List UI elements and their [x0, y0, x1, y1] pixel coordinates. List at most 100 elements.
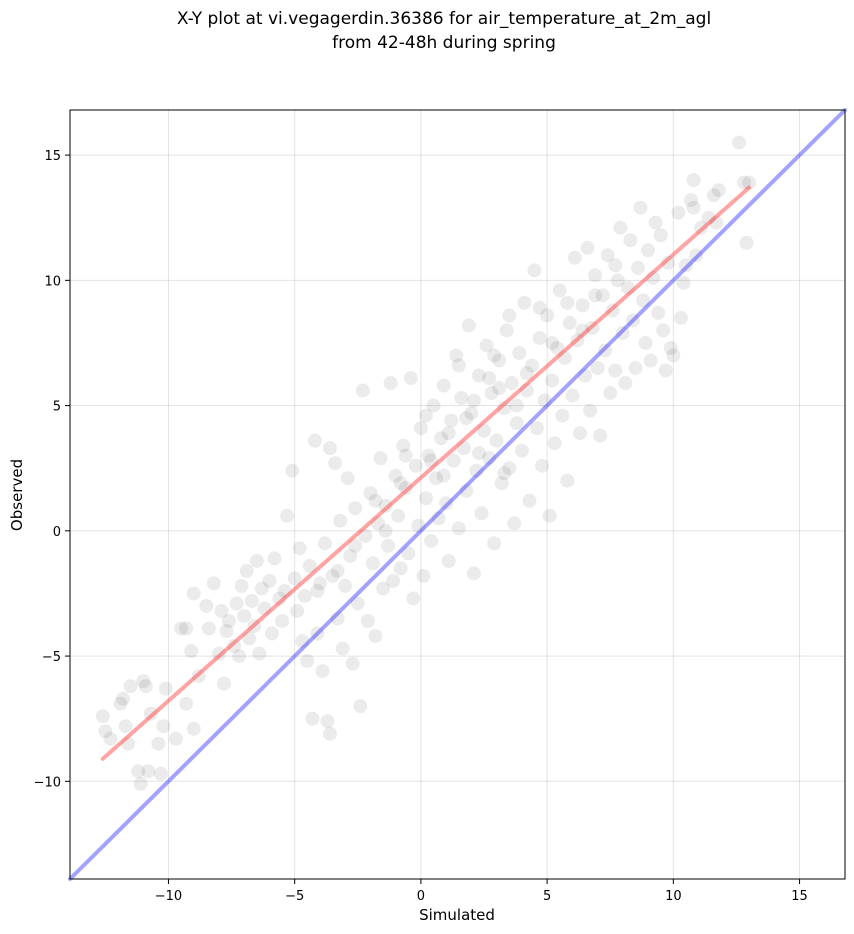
scatter-point: [580, 240, 595, 255]
scatter-point: [222, 613, 237, 628]
scatter-point: [456, 441, 471, 456]
scatter-point: [623, 233, 638, 248]
scatter-point: [118, 719, 133, 734]
scatter-point: [686, 173, 701, 188]
scatter-point: [393, 561, 408, 576]
scatter-point: [461, 318, 476, 333]
scatter-point: [116, 691, 131, 706]
scatter-point: [477, 423, 492, 438]
scatter-point: [575, 323, 590, 338]
scatter-point: [555, 408, 570, 423]
scatter-point: [416, 568, 431, 583]
scatter-point: [229, 596, 244, 611]
scatter-point: [153, 766, 168, 781]
scatter-point: [396, 438, 411, 453]
scatter-point: [335, 641, 350, 656]
scatter-point: [378, 498, 393, 513]
scatter-point: [330, 611, 345, 626]
scatter-point: [608, 258, 623, 273]
scatter-point: [247, 619, 262, 634]
scatter-point: [211, 646, 226, 661]
scatter-point: [499, 323, 514, 338]
scatter-point: [646, 270, 661, 285]
scatter-point: [519, 383, 534, 398]
scatter-point: [469, 463, 484, 478]
scatter-point: [242, 631, 257, 646]
scatter-point: [489, 433, 504, 448]
scatter-point: [615, 325, 630, 340]
scatter-point: [423, 453, 438, 468]
scatter-point: [492, 353, 507, 368]
scatter-point: [323, 441, 338, 456]
scatter-point: [666, 348, 681, 363]
scatter-point: [497, 466, 512, 481]
scatter-point: [449, 348, 464, 363]
scatter-point: [264, 626, 279, 641]
scatter-point: [307, 433, 322, 448]
scatter-point: [684, 193, 699, 208]
scatter-point: [583, 403, 598, 418]
scatter-point: [300, 654, 315, 669]
scatter-point: [519, 366, 534, 381]
scatter-point: [474, 506, 489, 521]
scatter-point: [441, 553, 456, 568]
scatter-point: [628, 361, 643, 376]
scatter-point: [502, 461, 517, 476]
scatter-point: [487, 536, 502, 551]
scatter-point: [656, 323, 671, 338]
scatter-point: [169, 731, 184, 746]
scatter-point: [482, 371, 497, 386]
scatter-point: [522, 493, 537, 508]
scatter-point: [317, 536, 332, 551]
scatter-point: [121, 736, 136, 751]
chart-subtitle: from 42-48h during spring: [332, 33, 556, 53]
plot-area: [70, 110, 845, 879]
x-tick-label: −10: [155, 889, 182, 904]
scatter-point: [552, 283, 567, 298]
scatter-point: [711, 183, 726, 198]
scatter-point: [95, 709, 110, 724]
scatter-point: [330, 563, 345, 578]
scatter-point: [739, 235, 754, 250]
fit-line: [100, 185, 752, 761]
scatter-point: [434, 431, 449, 446]
identity-line: [68, 108, 847, 881]
scatter-point: [365, 556, 380, 571]
scatter-point: [355, 383, 370, 398]
x-tick-label: −5: [285, 889, 304, 904]
scatter-point: [575, 298, 590, 313]
scatter-point: [671, 205, 686, 220]
scatter-point: [610, 273, 625, 288]
scatter-point: [158, 681, 173, 696]
scatter-point: [418, 408, 433, 423]
scatter-point: [572, 426, 587, 441]
scatter-point: [401, 546, 416, 561]
scatter-point: [388, 468, 403, 483]
scatter-point: [216, 676, 231, 691]
scatter-point: [535, 458, 550, 473]
scatter-point: [275, 613, 290, 628]
scatter-point: [333, 513, 348, 528]
y-tick-label: 15: [44, 149, 61, 164]
scatter-point: [431, 511, 446, 526]
scatter-point: [618, 376, 633, 391]
scatter-point: [257, 601, 272, 616]
scatter-point: [451, 521, 466, 536]
scatter-point: [502, 308, 517, 323]
scatter-point: [381, 538, 396, 553]
scatter-point: [378, 523, 393, 538]
scatter-point: [353, 699, 368, 714]
scatter-point: [542, 508, 557, 523]
scatter-point: [141, 764, 156, 779]
scatter-point: [199, 598, 214, 613]
scatter-point: [630, 260, 645, 275]
scatter-point: [113, 696, 128, 711]
scatter-point: [151, 736, 166, 751]
scatter-point: [295, 634, 310, 649]
scatter-point: [648, 215, 663, 230]
scatter-point: [363, 486, 378, 501]
scatter-point: [360, 613, 375, 628]
scatter-point: [350, 596, 365, 611]
y-axis-ticks: −10 −5 0 5 10 15: [34, 149, 70, 790]
scatter-point: [661, 255, 676, 270]
